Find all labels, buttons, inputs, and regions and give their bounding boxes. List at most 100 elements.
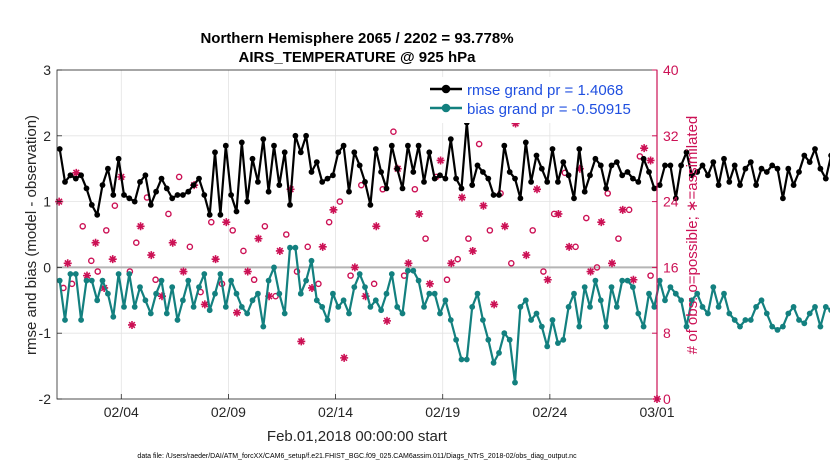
rmse-point-78 [474,162,481,169]
bias-point-116 [678,297,684,304]
y-tick-label-2: 0 [43,259,51,275]
rmse-point-16 [142,172,149,179]
bias-point-67 [415,277,422,284]
rmse-point-26 [196,175,202,182]
bias-point-142 [817,323,824,330]
obs-assimilated-marker-34 [404,259,413,268]
bias-point-96 [571,290,577,297]
rmse-point-116 [678,162,684,169]
rmse-point-21 [169,195,176,202]
bias-point-9 [105,290,111,297]
rmse-point-101 [597,162,604,169]
bias-point-6 [88,277,95,284]
bias-point-80 [485,336,492,343]
bias-point-63 [394,304,401,310]
obs-assimilated-marker-45 [522,251,531,260]
bias-point-100 [592,277,599,284]
legend: rmse grand pr = 1.4068 bias grand pr = -… [424,77,654,123]
obs-count-markers [55,107,661,403]
obs-assimilated-marker-57 [646,156,655,165]
bias-point-15 [137,284,143,290]
obs-possible-marker-11 [165,210,172,218]
x-tick-label-2: 02/14 [318,404,353,420]
chart-subtitle: AIRS_TEMPERATURE @ 925 hPa [239,49,477,66]
x-tick-label-4: 02/24 [532,404,567,420]
rmse-point-86 [517,195,524,202]
obs-assimilated-marker-40 [468,246,477,255]
obs-possible-marker-35 [422,235,429,242]
bias-point-123 [715,304,722,310]
bias-point-81 [490,359,497,366]
obs-assimilated-marker-44 [511,119,520,128]
rmse-point-69 [426,149,433,156]
rmse-point-102 [603,185,609,192]
bias-point-109 [640,323,647,330]
bias-point-38 [260,323,267,330]
rmse-point-63 [394,165,401,172]
rmse-point-94 [560,159,567,166]
rmse-point-12 [121,192,127,198]
rmse-point-27 [201,192,208,198]
rmse-point-49 [319,179,326,185]
rmse-point-121 [705,172,711,179]
bias-point-111 [651,304,658,310]
obs-possible-marker-26 [325,218,333,226]
bias-point-120 [699,304,706,310]
rmse-point-18 [153,188,160,195]
obs-possible-marker-38 [454,255,462,263]
rmse-point-72 [442,175,449,182]
rmse-point-136 [785,165,792,172]
bias-point-14 [131,304,138,310]
bias-point-90 [538,323,545,330]
rmse-point-99 [587,172,593,179]
obs-assimilated-marker-35 [415,209,424,218]
bias-point-129 [747,317,754,323]
bias-point-75 [458,356,465,363]
obs-assimilated-marker-16 [211,255,220,264]
rmse-point-118 [688,172,695,179]
obs-assimilated-marker-10 [147,251,156,260]
bias-point-31 [222,304,229,310]
rmse-point-124 [721,155,727,162]
bias-point-82 [496,350,502,356]
y2-axis-ticks: 0 8 16 24 32 40 [652,62,679,407]
rmse-point-25 [190,182,197,189]
legend-rmse-marker [441,84,451,94]
obs-assimilated-marker-31 [372,222,381,231]
obs-assimilated-marker-20 [254,234,263,243]
bias-point-98 [581,284,588,290]
obs-assimilated-marker-22 [275,246,284,255]
rmse-point-48 [313,159,320,166]
obs-possible-marker-13 [186,243,194,251]
bias-point-139 [801,320,808,327]
obs-assimilated-marker-17 [222,218,231,227]
bias-point-61 [383,290,390,297]
bias-point-40 [271,264,277,271]
rmse-point-17 [147,202,154,208]
bias-point-65 [405,267,411,274]
rmse-point-61 [383,185,390,192]
rmse-point-47 [308,169,315,175]
obs-assimilated-marker-43 [500,222,509,231]
obs-possible-marker-56 [647,272,654,279]
rmse-point-122 [710,159,717,166]
obs-assimilated-marker-4 [91,238,100,247]
bias-point-114 [667,284,674,290]
rmse-point-134 [774,165,781,172]
obs-possible-marker-39 [465,235,472,242]
obs-possible-marker-12 [175,173,183,181]
obs-possible-marker-25 [315,280,322,288]
bias-point-128 [742,317,749,323]
rmse-point-10 [110,192,117,198]
rmse-point-112 [656,182,663,189]
rmse-point-58 [367,202,374,208]
x-tick-label-5: 03/01 [639,404,674,420]
bias-point-119 [694,290,701,297]
obs-possible-marker-37 [443,276,451,284]
rmse-point-37 [255,179,261,185]
rmse-point-138 [796,169,802,175]
rmse-point-96 [571,195,577,202]
bias-point-29 [212,290,218,297]
bias-point-4 [78,317,84,323]
